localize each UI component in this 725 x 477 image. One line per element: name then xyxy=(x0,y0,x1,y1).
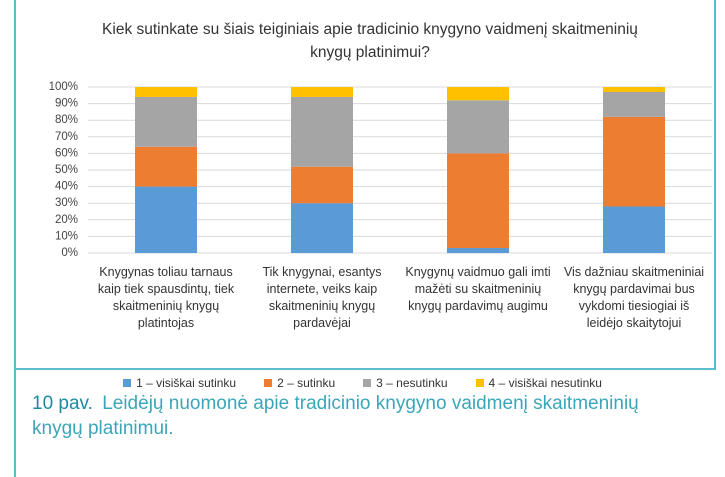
legend-swatch xyxy=(264,379,273,387)
bar-segment xyxy=(447,100,509,154)
bar-segment xyxy=(135,87,197,97)
bar-segment xyxy=(447,248,509,253)
y-tick-label: 10% xyxy=(55,230,78,242)
legend-swatch xyxy=(363,379,372,387)
y-tick-label: 80% xyxy=(55,114,78,126)
x-tick-label: Tik knygynai, esantys internete, veiks k… xyxy=(262,265,382,330)
bar-segment xyxy=(291,166,353,204)
bar-segment xyxy=(603,87,665,92)
y-tick-label: 100% xyxy=(49,81,78,93)
x-tick-label: Knygynų vaidmuo gali imti mažėti su skai… xyxy=(405,265,551,313)
bar-segment xyxy=(603,116,665,207)
x-tick-label: Knygynas toliau tarnaus kaip tiek spausd… xyxy=(97,265,235,330)
bar-segment xyxy=(135,146,197,187)
frame-line xyxy=(14,370,16,477)
bar-segment xyxy=(291,96,353,167)
legend-label: 2 – sutinku xyxy=(277,376,336,390)
x-tick-label: Vis dažniau skaitmeniniai knygų pardavim… xyxy=(563,265,705,330)
bar-segment xyxy=(135,96,197,147)
bar-segment xyxy=(291,87,353,97)
bar-segment xyxy=(135,186,197,253)
bar-segment xyxy=(603,206,665,253)
bar-segment xyxy=(603,91,665,117)
bar-segment xyxy=(447,87,509,101)
caption: 10 pav. Leidėjų nuomonė apie tradicinio … xyxy=(32,391,682,441)
y-tick-label: 40% xyxy=(55,181,78,193)
chart: 0% 10% 20% 30% 40% 50% 60% 70% 80% 90% 100% xyxy=(49,81,712,259)
legend-label: 1 – visiškai sutinku xyxy=(136,376,237,390)
y-tick-label: 70% xyxy=(55,131,78,143)
bar-segment xyxy=(291,203,353,253)
chart-title: Kiek sutinkate su šiais teiginiais apie … xyxy=(102,21,638,61)
caption-label: 10 pav. xyxy=(32,393,93,414)
legend-item: 3 – nesutinku xyxy=(363,376,448,390)
legend-item: 4 – visiškai nesutinku xyxy=(475,376,602,390)
y-tick-label: 50% xyxy=(55,164,78,176)
legend-label: 4 – visiškai nesutinku xyxy=(488,376,602,390)
bar-segment xyxy=(447,153,509,249)
chart-frame xyxy=(14,0,716,370)
y-tick-label: 0% xyxy=(61,247,78,259)
y-tick-label: 60% xyxy=(55,147,78,159)
legend-item: 2 – sutinku xyxy=(264,376,335,390)
y-tick-label: 90% xyxy=(55,98,78,110)
legend: 1 – visiškai sutinku 2 – sutinku 3 – nesut… xyxy=(0,376,725,390)
legend-swatch xyxy=(475,379,484,387)
caption-text: Leidėjų nuomonė apie tradicinio knygyno … xyxy=(32,393,639,439)
legend-item: 1 – visiškai sutinku xyxy=(123,376,236,390)
legend-swatch xyxy=(123,379,132,387)
y-tick-label: 30% xyxy=(55,197,78,209)
y-tick-label: 20% xyxy=(55,214,78,226)
legend-label: 3 – nesutinku xyxy=(376,376,448,390)
